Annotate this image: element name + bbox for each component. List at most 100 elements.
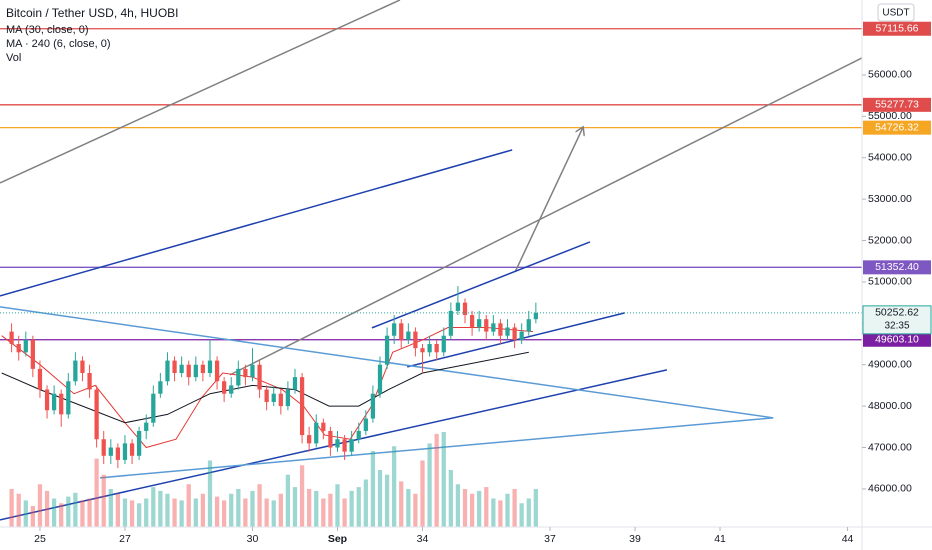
volume-bar bbox=[16, 493, 21, 527]
candle-body bbox=[9, 331, 14, 345]
volume-bar bbox=[87, 498, 92, 527]
volume-bar bbox=[434, 433, 439, 527]
level-label: 54726.32 bbox=[875, 121, 919, 133]
x-tick-label: 30 bbox=[247, 533, 259, 545]
volume-bar bbox=[399, 481, 404, 527]
y-tick-label: 56000.00 bbox=[868, 69, 912, 81]
candle-body bbox=[207, 360, 213, 373]
level-label-box bbox=[863, 332, 931, 347]
candle-body bbox=[172, 360, 177, 373]
x-tick-label: 34 bbox=[417, 533, 429, 545]
volume-bar bbox=[505, 493, 510, 527]
level-label-box bbox=[863, 97, 931, 112]
trend-line bbox=[229, 57, 862, 376]
volume-bar bbox=[441, 432, 446, 527]
volume-bar bbox=[122, 498, 128, 527]
volume-bar bbox=[469, 493, 475, 527]
x-tick-label: 39 bbox=[629, 533, 641, 545]
volume-bar bbox=[264, 498, 269, 527]
level-label-box bbox=[863, 21, 931, 36]
candle-body bbox=[384, 335, 390, 365]
y-tick-label: 52000.00 bbox=[868, 234, 912, 246]
x-tick-label: 37 bbox=[544, 533, 556, 545]
volume-bar bbox=[377, 470, 383, 527]
level-label-box bbox=[863, 120, 931, 135]
currency-box[interactable] bbox=[877, 3, 915, 22]
volume-bar bbox=[37, 484, 43, 527]
volume-bar bbox=[94, 458, 99, 527]
candle-body bbox=[392, 323, 397, 336]
volume-bar bbox=[512, 489, 517, 527]
level-label: 57115.66 bbox=[875, 23, 918, 35]
candle-body bbox=[37, 368, 43, 390]
y-tick-label: 51000.00 bbox=[868, 276, 912, 288]
volume-bar bbox=[51, 498, 57, 527]
chart-title: Bitcoin / Tether USD, 4h, HUOBI bbox=[6, 6, 179, 20]
y-tick-label: 55000.00 bbox=[868, 110, 912, 122]
volume-bar bbox=[243, 498, 248, 527]
candle-body bbox=[484, 319, 489, 332]
volume-bar bbox=[9, 489, 14, 527]
volume-bar bbox=[448, 470, 453, 527]
candle-body bbox=[328, 430, 333, 448]
volume-bar bbox=[384, 474, 390, 527]
volume-bar bbox=[533, 489, 538, 527]
trend-line bbox=[514, 127, 583, 273]
candle-body bbox=[236, 368, 241, 386]
current-price-box bbox=[862, 305, 932, 335]
candle-body bbox=[144, 422, 149, 431]
candle-body bbox=[406, 331, 411, 340]
level-label-box bbox=[863, 260, 931, 275]
candle-body bbox=[321, 422, 326, 431]
candle-body bbox=[87, 372, 92, 390]
volume-bar bbox=[307, 489, 312, 527]
volume-bar bbox=[23, 500, 28, 527]
y-tick-label: 46000.00 bbox=[868, 483, 912, 495]
candle-body bbox=[427, 344, 432, 353]
volume-bar bbox=[229, 493, 234, 527]
trend-line bbox=[99, 417, 774, 479]
volume-bar bbox=[455, 484, 461, 527]
candle-body bbox=[413, 331, 418, 349]
candle-body bbox=[370, 393, 376, 419]
candle-body bbox=[165, 360, 170, 382]
plot-area bbox=[0, 0, 862, 527]
volume-bar bbox=[66, 496, 71, 527]
candle-body bbox=[243, 368, 248, 378]
candle-body bbox=[16, 344, 21, 353]
level-label: 55277.73 bbox=[875, 99, 919, 111]
candle-body bbox=[512, 327, 517, 340]
volume-bar bbox=[370, 451, 376, 527]
candle-body bbox=[399, 323, 404, 340]
candle-body bbox=[23, 339, 28, 353]
countdown: 32:35 bbox=[884, 321, 909, 332]
volume-bar bbox=[73, 492, 78, 527]
candle-body bbox=[221, 381, 227, 394]
candle-body bbox=[533, 312, 538, 320]
volume-bar bbox=[342, 498, 347, 527]
candle-body bbox=[108, 447, 113, 456]
trend-line bbox=[0, 149, 513, 297]
candle-body bbox=[200, 364, 206, 373]
axes: 46000.0047000.0048000.0049000.0050000.00… bbox=[34, 21, 932, 545]
volume-bar bbox=[214, 496, 220, 527]
volume-bar bbox=[519, 503, 524, 527]
candle-body bbox=[229, 385, 234, 394]
volume-bar bbox=[257, 484, 262, 527]
y-tick-label: 49000.00 bbox=[868, 359, 912, 371]
candle-body bbox=[129, 443, 135, 456]
volume-bar bbox=[363, 479, 368, 527]
candle-body bbox=[186, 364, 191, 378]
volume-bar bbox=[172, 498, 177, 527]
candle-body bbox=[271, 393, 276, 402]
volume-bar bbox=[484, 487, 489, 527]
volume-bar bbox=[108, 489, 113, 527]
candle-body bbox=[51, 393, 57, 411]
candle-body bbox=[136, 430, 142, 456]
x-tick-label: 27 bbox=[119, 533, 131, 545]
y-tick-label: 47000.00 bbox=[868, 441, 912, 453]
volume-bar bbox=[321, 498, 326, 527]
candle-body bbox=[44, 389, 50, 411]
trend-line bbox=[0, 0, 401, 184]
volume-bar bbox=[462, 489, 468, 527]
